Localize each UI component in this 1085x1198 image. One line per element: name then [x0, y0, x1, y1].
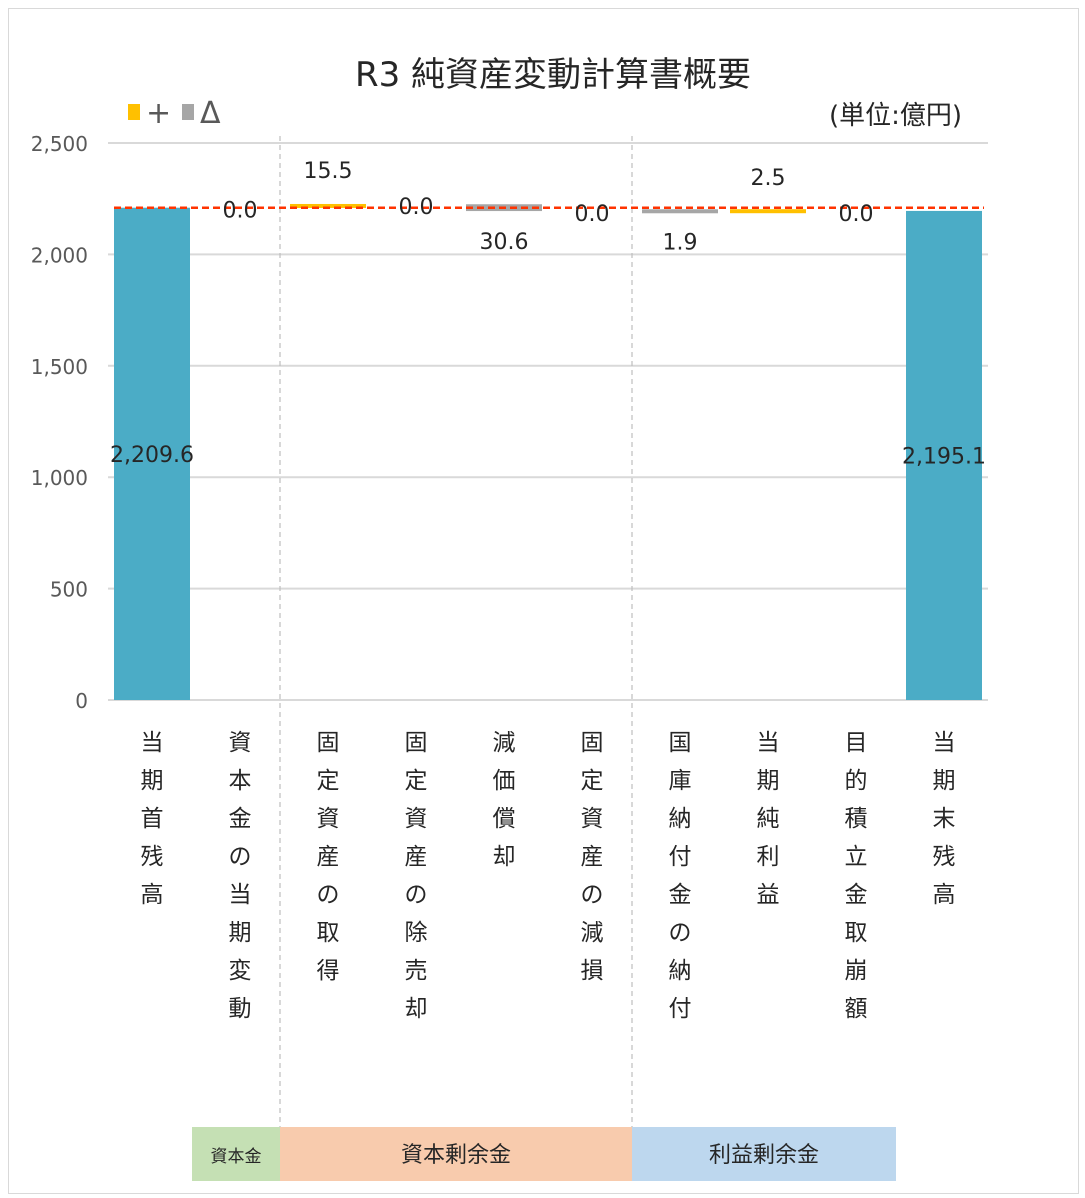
group-box-2: [632, 1127, 896, 1181]
category-label-6: 国庫納付金の納付: [669, 730, 692, 1022]
data-label-8: 0.0: [839, 202, 874, 227]
y-tick-label-2: 1,500: [31, 355, 88, 379]
legend-swatch-1: [182, 104, 194, 120]
x-axis-categories: 当期首残高 資本金の当期変動 固定資産の取得 固定資産の除売却 減価償却 固定資産の減損 国…: [141, 730, 956, 1022]
category-label-4: 減価償却: [493, 730, 516, 870]
legend: + Δ: [128, 96, 221, 131]
bar-9: [906, 210, 982, 701]
data-label-9: 2,195.1: [902, 444, 986, 469]
category-label-5: 固定資産の減損: [581, 730, 604, 984]
category-groups: 資本金 資本剰余金 利益剰余金: [192, 1127, 896, 1181]
category-label-0: 当期首残高: [141, 730, 164, 908]
data-label-7: 2.5: [751, 166, 786, 191]
bars: [114, 203, 982, 701]
group-label-1: 資本剰余金: [401, 1143, 511, 1168]
y-tick-label-1: 2,000: [31, 243, 88, 267]
unit-label: (単位:億円): [829, 101, 962, 131]
legend-label-1: Δ: [200, 96, 221, 131]
data-labels: 2,209.6 0.0 15.5 0.0 30.6 0.0 1.9 2.5 0.0 2,195.1: [110, 159, 986, 469]
legend-swatch-0: [128, 104, 140, 120]
group-label-2: 利益剰余金: [709, 1143, 819, 1168]
group-label-0: 資本金: [211, 1147, 262, 1167]
bar-7: [730, 209, 806, 214]
data-label-5: 0.0: [575, 202, 610, 227]
category-label-8: 目的積立金取崩額: [845, 730, 868, 1022]
data-label-0: 2,209.6: [110, 443, 194, 468]
y-tick-label-5: 0: [75, 689, 88, 713]
data-label-2: 15.5: [304, 159, 353, 184]
gridlines: [108, 142, 988, 701]
data-label-6: 1.9: [663, 230, 698, 255]
legend-label-0: +: [146, 96, 171, 131]
data-label-1: 0.0: [223, 199, 258, 224]
category-label-1: 資本金の当期変動: [229, 730, 252, 1022]
y-tick-label-0: 2,500: [31, 132, 88, 156]
group-box-1: [280, 1127, 632, 1181]
group-separators: [279, 136, 633, 1181]
data-label-4: 30.6: [480, 230, 529, 255]
data-label-3: 0.0: [399, 195, 434, 220]
y-tick-label-4: 500: [50, 578, 88, 602]
bar-0: [114, 207, 190, 701]
y-tick-label-3: 1,000: [31, 466, 88, 490]
category-label-3: 固定資産の除売却: [405, 730, 428, 1022]
bar-2: [290, 203, 366, 208]
bar-6: [642, 209, 718, 214]
category-label-9: 当期末残高: [933, 730, 956, 908]
chart-title: R3 純資産変動計算書概要: [355, 55, 751, 95]
y-axis: 2,500 2,000 1,500 1,000 500 0: [31, 132, 88, 713]
group-box-0: [192, 1127, 280, 1181]
category-label-2: 固定資産の取得: [317, 730, 340, 984]
category-label-7: 当期純利益: [757, 730, 780, 908]
